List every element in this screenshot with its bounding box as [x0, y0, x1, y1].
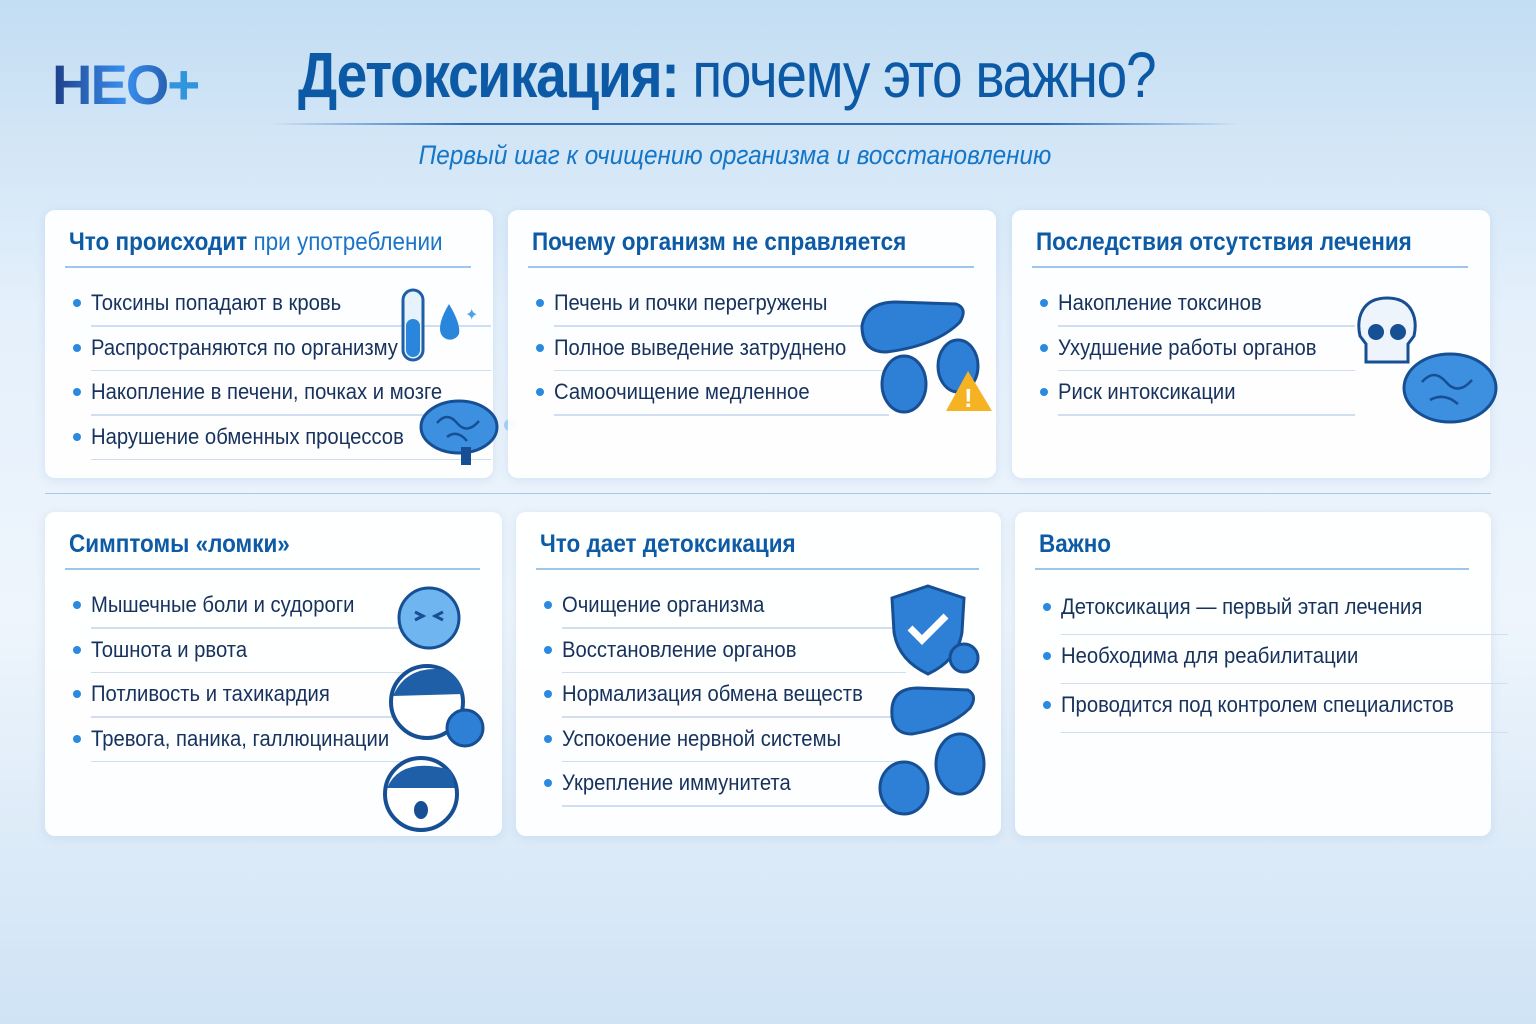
list-item: Распространяются по организму: [71, 331, 492, 376]
card-list: Токсины попадают в кровь Распространяютс…: [71, 286, 492, 465]
card-title: Последствия отсутствия лечения: [1036, 228, 1412, 256]
list-item-text: Восстановление органов: [562, 636, 797, 662]
page-title: Детоксикация: почему это важно?: [298, 38, 1157, 112]
card-title: Что происходит при употреблении: [69, 228, 443, 257]
card-title: Почему организм не справляется: [532, 228, 907, 256]
list-item-text: Потливость и тахикардия: [91, 681, 330, 706]
card-title: Симптомы «ломки»: [69, 530, 290, 558]
list-item: Необходима для реабилитации: [1041, 639, 1508, 688]
list-item: Укрепление иммунитета: [542, 766, 907, 811]
card-title-bold: Что происходит: [69, 228, 248, 256]
card-consequences: Последствия отсутствия лечения Накоплени…: [1012, 210, 1498, 478]
list-item: Восстановление органов: [542, 633, 907, 678]
card-title: Важно: [1039, 530, 1112, 558]
list-item: Очищение организма: [542, 588, 907, 633]
liver-icon: [878, 686, 986, 816]
list-item: Риск интоксикации: [1038, 375, 1356, 420]
nauseous-face-icon: [397, 586, 461, 650]
card-title-light: при употреблении: [247, 228, 443, 256]
list-item: Успокоение нервной системы: [542, 722, 907, 767]
list-item: Нарушение обменных процессов: [71, 420, 492, 465]
list-item-text: Нормализация обмена веществ: [562, 681, 863, 706]
list-item-text: Накопление в печени, почках и мозге: [91, 379, 443, 404]
list-item: Нормализация обмена веществ: [542, 677, 907, 722]
list-item-text: Риск интоксикации: [1058, 379, 1236, 404]
drop-icon: [440, 304, 460, 340]
list-item: Тревога, паника, галлюцинации: [71, 722, 433, 767]
list-item: Мышечные боли и судороги: [71, 588, 433, 633]
list-item-text: Накопление токсинов: [1058, 290, 1262, 315]
warning-icon: [946, 371, 992, 411]
list-item: Накопление токсинов: [1038, 286, 1356, 331]
list-item-text: Ухудшение работы органов: [1058, 334, 1317, 360]
list-item: Проводится под контролем специалистов: [1041, 688, 1508, 737]
list-item-text: Тревога, паника, галлюцинации: [91, 725, 390, 751]
test-tube-icon: ✦: [401, 288, 478, 362]
card-list: Накопление токсинов Ухудшение работы орг…: [1038, 286, 1356, 420]
list-item-text: Токсины попадают в кровь: [91, 290, 342, 315]
card-list: Очищение организма Восстановление органо…: [542, 588, 907, 811]
list-item-text: Очищение организма: [562, 592, 765, 617]
kidneys-icon: [880, 354, 928, 414]
section-divider: [45, 493, 1491, 494]
shield-check-icon: [890, 584, 980, 676]
list-item-text: Распространяются по организму: [91, 334, 398, 360]
list-item: Токсины попадают в кровь: [71, 286, 492, 331]
card-what-happens: Что происходит при употреблении Токсины …: [45, 210, 516, 478]
list-item-text: Успокоение нервной системы: [562, 725, 842, 751]
logo-plus: +: [167, 53, 200, 116]
list-item: Потливость и тахикардия: [71, 677, 433, 722]
card-title-underline: [1032, 266, 1468, 268]
list-item-text: Печень и почки перегружены: [554, 290, 828, 315]
list-item: Самоочищение медленное: [534, 375, 889, 420]
card-detox-benefits: Что дает детоксикация Очищение организма…: [516, 512, 1001, 836]
card-title-underline: [528, 266, 974, 268]
list-item: Полное выведение затруднено: [534, 331, 889, 376]
list-item: Печень и почки перегружены: [534, 286, 889, 331]
liver-icon: !: [860, 300, 992, 414]
list-item-text: Полное выведение затруднено: [554, 334, 847, 360]
card-list: Мышечные боли и судороги Тошнота и рвота…: [71, 588, 433, 767]
subtitle: Первый шаг к очищению организма и восста…: [418, 140, 1052, 170]
list-item-text: Проводится под контролем специалистов: [1061, 692, 1454, 717]
logo: НЕО+: [52, 52, 200, 117]
card-why-body-fails: Почему организм не справляется Печень и …: [508, 210, 996, 478]
title-regular: почему это важно?: [678, 39, 1156, 111]
list-item: Накопление в печени, почках и мозге: [71, 375, 492, 420]
list-item-text: Необходима для реабилитации: [1061, 643, 1359, 668]
brain-icon: [419, 399, 516, 465]
list-item: Тошнота и рвота: [71, 633, 433, 678]
list-item-text: Укрепление иммунитета: [562, 770, 791, 795]
title-bold: Детоксикация:: [298, 39, 680, 111]
svg-text:✦: ✦: [465, 307, 478, 324]
card-list: Детоксикация — первый этап лечения Необх…: [1041, 590, 1508, 737]
card-title-underline: [65, 266, 471, 268]
card-important: Важно Детоксикация — первый этап лечения…: [1015, 512, 1508, 836]
list-item-text: Мышечные боли и судороги: [91, 592, 355, 617]
card-title: Что дает детоксикация: [540, 530, 796, 558]
list-item: Детоксикация — первый этап лечения: [1041, 590, 1508, 639]
logo-text: НЕО: [52, 53, 168, 116]
list-item: Ухудшение работы органов: [1038, 331, 1356, 376]
list-item-text: Тошнота и рвота: [91, 636, 248, 662]
card-title-underline: [65, 568, 480, 570]
kidneys-icon: [878, 760, 930, 816]
skull-icon: [1357, 296, 1417, 364]
card-list: Печень и почки перегружены Полное выведе…: [534, 286, 889, 420]
sweating-face-icon: [389, 664, 485, 748]
card-withdrawal-symptoms: Симптомы «ломки» Мышечные боли и судорог…: [45, 512, 502, 836]
list-item-text: Самоочищение медленное: [554, 379, 810, 404]
card-title-underline: [536, 568, 979, 570]
scared-face-icon: [383, 756, 459, 832]
list-item-text: Детоксикация — первый этап лечения: [1061, 594, 1423, 619]
card-title-underline: [1035, 568, 1469, 570]
list-item-text: Нарушение обменных процессов: [91, 423, 404, 449]
title-divider: [270, 123, 1240, 125]
brain-icon: [1402, 352, 1498, 424]
svg-text:!: !: [964, 383, 973, 413]
